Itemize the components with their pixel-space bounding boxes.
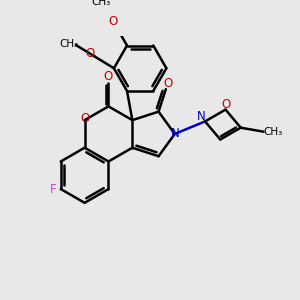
Text: O: O <box>104 70 113 83</box>
Text: O: O <box>85 47 94 60</box>
Text: CH₃: CH₃ <box>59 39 78 49</box>
Text: CH₃: CH₃ <box>91 0 110 7</box>
Text: O: O <box>80 112 89 125</box>
Text: O: O <box>108 15 118 28</box>
Text: N: N <box>170 128 179 140</box>
Text: F: F <box>50 182 57 196</box>
Text: N: N <box>197 110 206 123</box>
Text: CH₃: CH₃ <box>263 127 282 137</box>
Text: O: O <box>221 98 230 111</box>
Text: O: O <box>163 77 172 90</box>
